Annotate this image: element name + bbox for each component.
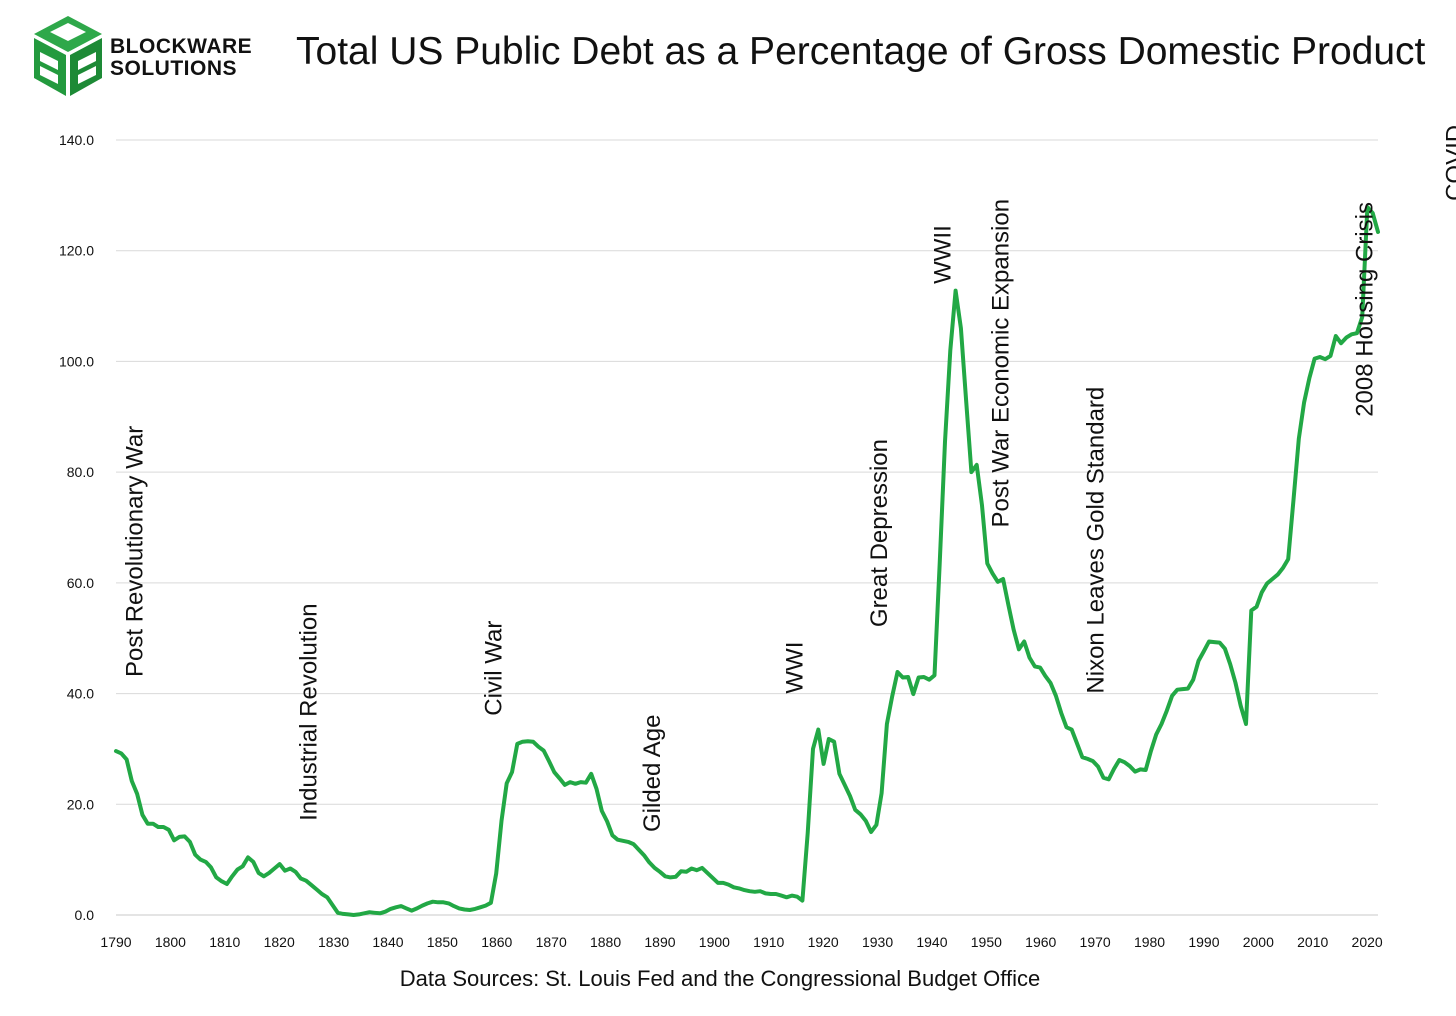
y-tick-label: 80.0 xyxy=(67,464,94,480)
brand-line-2: SOLUTIONS xyxy=(110,57,238,80)
blockware-cube-icon xyxy=(34,16,102,96)
x-tick-label: 1980 xyxy=(1134,934,1165,950)
annotation-label: Industrial Revolution xyxy=(296,603,323,820)
x-tick-label: 2000 xyxy=(1243,934,1274,950)
x-axis-ticks: 1790 1800 1810 1820 1830 1840 1850 1860 1870 1880… xyxy=(100,934,1382,950)
x-tick-label: 1870 xyxy=(536,934,567,950)
x-tick-label: 1850 xyxy=(427,934,458,950)
event-annotations: Post Revolutionary War Industrial Revolut… xyxy=(121,125,1456,832)
y-tick-label: 140.0 xyxy=(59,132,94,148)
annotation-label: Post War Economic Expansion xyxy=(987,199,1014,528)
x-tick-label: 1960 xyxy=(1025,934,1056,950)
brand-wordmark: BLOCKWARE SOLUTIONS xyxy=(110,36,252,80)
x-tick-label: 1890 xyxy=(644,934,675,950)
x-tick-label: 2010 xyxy=(1297,934,1328,950)
x-tick-label: 1930 xyxy=(862,934,893,950)
x-tick-label: 1900 xyxy=(699,934,730,950)
annotation-label: Civil War xyxy=(481,621,508,716)
annotation-label: Great Depression xyxy=(866,439,893,627)
brand-line-1: BLOCKWARE xyxy=(110,35,253,58)
y-axis-ticks: 0.0 20.0 40.0 60.0 80.0 100.0 120.0 140.0 xyxy=(59,132,94,923)
data-source-note: Data Sources: St. Louis Fed and the Cong… xyxy=(399,966,1041,991)
x-tick-label: 1810 xyxy=(209,934,240,950)
gridlines xyxy=(116,139,1378,916)
x-tick-label: 1840 xyxy=(372,934,403,950)
x-tick-label: 1940 xyxy=(916,934,947,950)
x-tick-label: 2020 xyxy=(1352,934,1383,950)
annotation-label: COVID xyxy=(1442,125,1456,201)
chart-title: Total US Public Debt as a Percentage of … xyxy=(296,30,1426,73)
y-tick-label: 0.0 xyxy=(75,907,95,923)
y-tick-label: 60.0 xyxy=(67,575,94,591)
x-tick-label: 1790 xyxy=(100,934,131,950)
x-tick-label: 1880 xyxy=(590,934,621,950)
y-tick-label: 20.0 xyxy=(67,796,94,812)
x-tick-label: 1910 xyxy=(753,934,784,950)
x-tick-label: 1800 xyxy=(155,934,186,950)
x-tick-label: 1830 xyxy=(318,934,349,950)
x-tick-label: 1920 xyxy=(808,934,839,950)
y-tick-label: 100.0 xyxy=(59,353,94,369)
annotation-label: Post Revolutionary War xyxy=(121,426,148,677)
series-line-debt-to-gdp xyxy=(114,205,1380,917)
annotation-label: Nixon Leaves Gold Standard xyxy=(1082,387,1109,694)
x-tick-label: 1990 xyxy=(1188,934,1219,950)
x-tick-label: 1950 xyxy=(971,934,1002,950)
brand-logo: BLOCKWARE SOLUTIONS xyxy=(30,14,252,98)
annotation-label: WWII xyxy=(929,225,956,284)
annotation-label: WWI xyxy=(781,642,808,694)
x-tick-label: 1860 xyxy=(481,934,512,950)
x-tick-label: 1820 xyxy=(264,934,295,950)
y-tick-label: 120.0 xyxy=(59,243,94,259)
x-tick-label: 1970 xyxy=(1080,934,1111,950)
annotation-label: 2008 Housing Crisis xyxy=(1352,202,1379,417)
annotation-label: Gilded Age xyxy=(639,715,666,832)
y-tick-label: 40.0 xyxy=(67,686,94,702)
